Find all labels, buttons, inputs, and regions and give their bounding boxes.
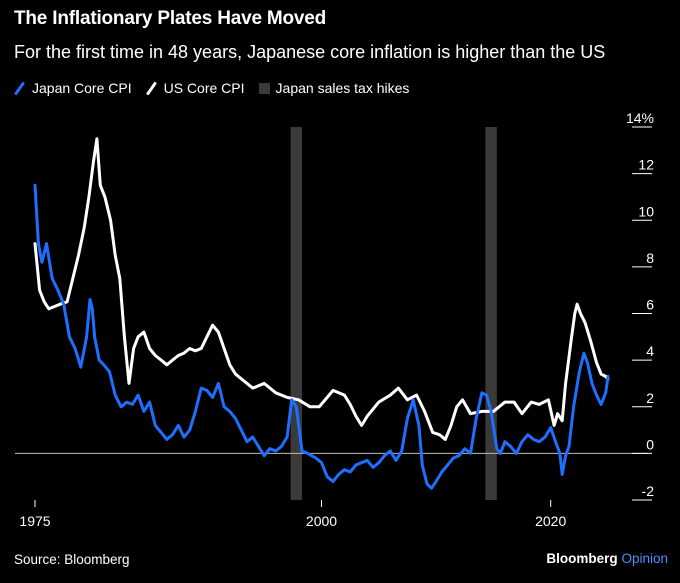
y-tick-label-0: -2: [642, 483, 655, 499]
x-tick-label-2: 2020: [535, 513, 566, 529]
legend-label-japan: Japan Core CPI: [32, 80, 132, 96]
chart-legend: Japan Core CPI US Core CPI Japan sales t…: [14, 80, 409, 96]
y-tick-label-8: 14%: [626, 110, 654, 126]
legend-item-tax: Japan sales tax hikes: [258, 80, 410, 96]
source-note: Source: Bloomberg: [14, 552, 130, 567]
tax-hike-band-0: [290, 127, 303, 500]
y-tick-label-3: 4: [646, 343, 654, 359]
chart-subtitle: For the first time in 48 years, Japanese…: [14, 42, 606, 62]
brand-logo: Bloomberg Opinion: [546, 551, 668, 566]
x-tick-label-1: 2000: [306, 513, 337, 529]
legend-label-tax: Japan sales tax hikes: [275, 80, 410, 96]
y-tick-label-7: 12: [638, 157, 654, 173]
y-tick-label-1: 0: [646, 436, 654, 452]
y-tick-label-4: 6: [646, 297, 654, 313]
series-line-japan: [33, 183, 610, 490]
tax-hike-band-1: [485, 127, 497, 500]
series-line-us: [33, 137, 610, 441]
y-tick-label-5: 8: [646, 250, 654, 266]
brand-accent: Opinion: [621, 551, 668, 566]
legend-item-us: US Core CPI: [146, 80, 245, 96]
chart-title: The Inflationary Plates Have Moved: [14, 8, 327, 29]
x-tick-label-0: 1975: [19, 513, 50, 529]
y-tick-label-2: 2: [646, 390, 654, 406]
legend-item-japan: Japan Core CPI: [14, 80, 132, 96]
legend-swatch-tax: [258, 82, 270, 94]
y-tick-label-6: 10: [638, 203, 654, 219]
legend-label-us: US Core CPI: [163, 80, 245, 96]
brand-name: Bloomberg: [546, 551, 618, 566]
